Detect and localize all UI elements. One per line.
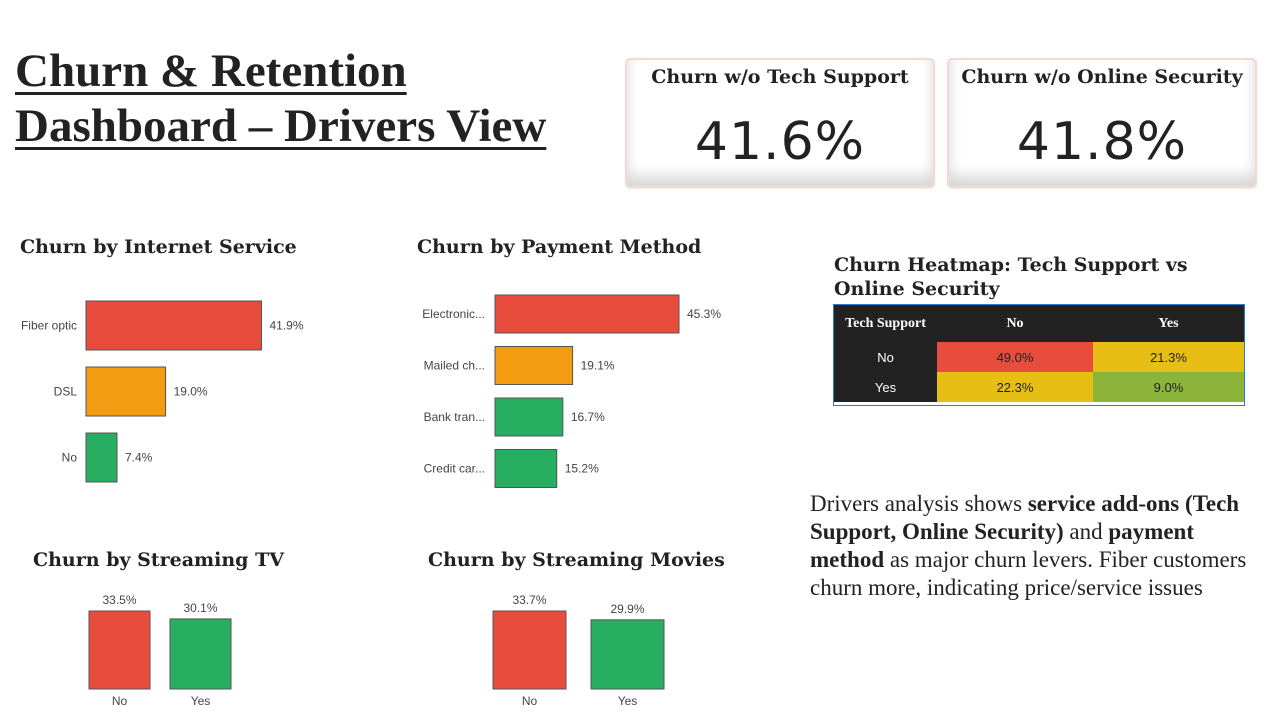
category-label: Mailed ch... [424, 359, 485, 373]
heatmap-title: Churn Heatmap: Tech Support vs Online Se… [834, 254, 1188, 300]
category-label: Credit car... [424, 462, 485, 476]
summary-part: and [1063, 519, 1109, 544]
bar [494, 294, 680, 334]
chart-title-internet-service: Churn by Internet Service [20, 236, 297, 258]
summary-part: as major churn levers. Fiber customers c… [810, 547, 1247, 600]
heatmap-row: Yes 22.3% 9.0% [834, 372, 1244, 402]
bar [590, 619, 665, 690]
chart-title-streaming-tv: Churn by Streaming TV [33, 549, 284, 571]
heatmap-header-row: Tech Support No Yes [834, 305, 1244, 342]
heatmap-col-header: No [937, 305, 1093, 342]
data-label: 33.7% [512, 593, 546, 607]
data-label: 41.9% [270, 319, 304, 333]
data-label: 16.7% [571, 410, 605, 424]
kpi-card-online-security[interactable]: Churn w/o Online Security 41.8% [947, 58, 1257, 188]
heatmap-corner-label: Tech Support [834, 305, 937, 342]
chart-payment-method[interactable]: Electronic... 45.3% Mailed ch... 19.1% Bank … [400, 290, 800, 495]
chart-title-streaming-movies: Churn by Streaming Movies [428, 549, 725, 571]
bar [494, 449, 558, 488]
heatmap-cell[interactable]: 21.3% [1093, 342, 1244, 372]
category-label: No [62, 451, 78, 465]
bar [494, 346, 574, 385]
summary-bold: service add-ons (Tech Support, Online Se… [810, 491, 1240, 544]
kpi-value: 41.8% [1016, 112, 1188, 172]
chart-streaming-movies[interactable]: 33.7% No 29.9% Yes [465, 585, 705, 713]
data-label: 19.0% [174, 385, 208, 399]
bar [85, 300, 262, 351]
page-title-line2: Dashboard – Drivers View [15, 100, 547, 152]
heatmap-table[interactable]: Tech Support No Yes No 49.0% 21.3% Yes 2… [834, 305, 1244, 402]
heatmap-cell[interactable]: 9.0% [1093, 372, 1244, 402]
bar [85, 432, 118, 483]
data-label: 15.2% [565, 462, 599, 476]
chart-internet-service[interactable]: Fiber optic 41.9% DSL 19.0% No 7.4% [0, 290, 360, 495]
category-label: Yes [191, 694, 211, 708]
data-label: 33.5% [102, 593, 136, 607]
kpi-value: 41.6% [694, 112, 866, 172]
heatmap-cell[interactable]: 22.3% [937, 372, 1093, 402]
data-label: 45.3% [687, 307, 721, 321]
page-title: Churn & Retention Dashboard – Drivers Vi… [15, 44, 615, 154]
category-label: Yes [618, 694, 638, 708]
kpi-card-tech-support[interactable]: Churn w/o Tech Support 41.6% [625, 58, 935, 188]
bar [85, 366, 167, 417]
bar [169, 618, 232, 690]
bar [492, 610, 567, 690]
summary-part: Drivers analysis shows [810, 491, 1028, 516]
category-label: DSL [54, 385, 78, 399]
page-title-line1: Churn & Retention [15, 45, 407, 97]
bar [88, 610, 151, 690]
summary-bold: payment method [810, 519, 1195, 572]
heatmap-col-header: Yes [1093, 305, 1244, 342]
heatmap-row: No 49.0% 21.3% [834, 342, 1244, 372]
data-label: 7.4% [125, 451, 153, 465]
category-label: Fiber optic [21, 319, 77, 333]
category-label: Electronic... [422, 307, 485, 321]
data-label: 29.9% [610, 602, 644, 616]
data-label: 30.1% [183, 601, 217, 615]
kpi-title: Churn w/o Online Security [961, 66, 1243, 88]
heatmap-cell[interactable]: 49.0% [937, 342, 1093, 372]
category-label: No [112, 694, 128, 708]
kpi-title: Churn w/o Tech Support [651, 66, 909, 88]
chart-streaming-tv[interactable]: 33.5% No 30.1% Yes [60, 585, 280, 713]
heatmap-row-label: No [834, 342, 937, 372]
data-label: 19.1% [581, 359, 615, 373]
bar [494, 397, 564, 437]
chart-title-payment-method: Churn by Payment Method [417, 236, 702, 258]
category-label: No [522, 694, 538, 708]
heatmap-row-label: Yes [834, 372, 937, 402]
summary-text: Drivers analysis shows service add-ons (… [810, 490, 1265, 602]
category-label: Bank tran... [424, 410, 485, 424]
